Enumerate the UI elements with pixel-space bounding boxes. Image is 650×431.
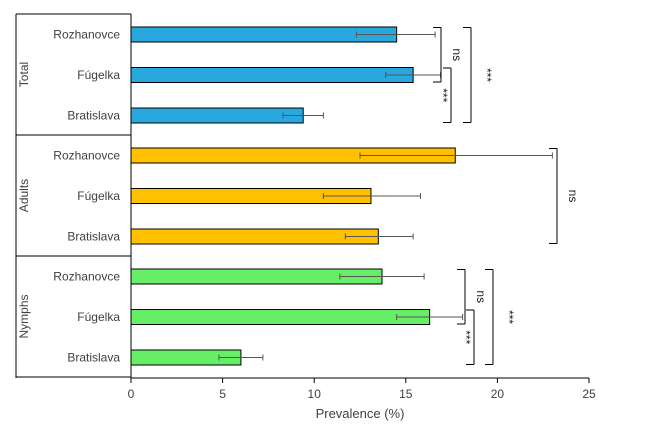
group-label: Nymphs: [17, 294, 31, 338]
category-label: Rozhanovce: [53, 270, 120, 284]
bars: [130, 26, 456, 366]
significance-label: ***: [436, 88, 450, 102]
x-tick-label: 5: [219, 387, 226, 401]
category-label: Rozhanovce: [53, 149, 120, 163]
group-label: Adults: [17, 179, 31, 212]
x-ticks: 0 5 10 15 20 25: [128, 378, 596, 401]
bar: [130, 107, 304, 124]
bar: [130, 67, 414, 83]
x-tick-label: 20: [491, 387, 505, 401]
category-label: Bratislava: [67, 109, 120, 123]
significance-label: ***: [459, 330, 473, 344]
category-label: Rozhanovce: [53, 28, 120, 42]
significance-label: ns: [450, 48, 464, 61]
bar: [130, 309, 431, 325]
significance-label: ns: [566, 190, 580, 203]
category-label: Fúgelka: [77, 189, 120, 203]
category-label: Bratislava: [67, 351, 120, 365]
category-label: Fúgelka: [77, 68, 120, 82]
significance-label: ***: [502, 310, 516, 324]
significance-label: ***: [480, 68, 494, 82]
group-label: Total: [17, 62, 31, 87]
group-separators: [15, 13, 131, 378]
group-labels: Total Adults Nymphs: [17, 62, 31, 339]
category-labels: Rozhanovce Fúgelka Bratislava Rozhanovce Fúg…: [53, 28, 120, 365]
axes: [130, 14, 589, 379]
x-tick-label: 10: [308, 387, 322, 401]
significance-brackets: ns *** *** ns ns *** ***: [433, 27, 580, 365]
category-label: Fúgelka: [77, 310, 120, 324]
category-label: Bratislava: [67, 230, 120, 244]
x-tick-label: 15: [399, 387, 413, 401]
significance-label: ns: [474, 290, 488, 303]
x-tick-label: 0: [128, 387, 135, 401]
x-tick-label: 25: [582, 387, 596, 401]
x-axis-label: Prevalence (%): [316, 406, 405, 421]
bar: [130, 228, 379, 245]
